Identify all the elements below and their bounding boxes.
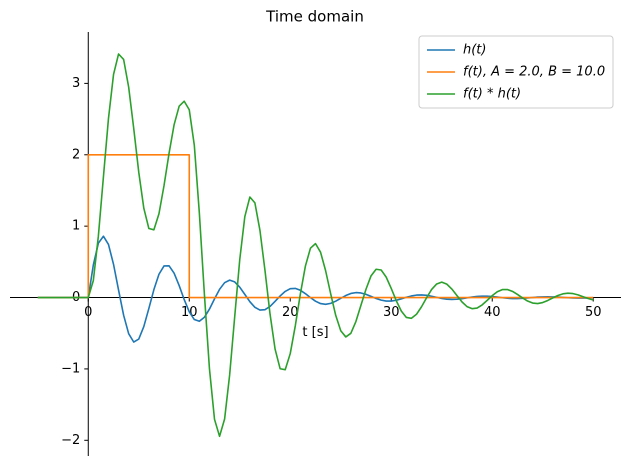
chart-title: Time domain — [265, 8, 364, 26]
x-tick-label: 0 — [84, 305, 92, 320]
y-tick-label: −2 — [61, 433, 80, 448]
legend-label: h(t) — [463, 43, 486, 58]
x-tick-label: 50 — [585, 305, 602, 320]
y-tick-label: −1 — [61, 361, 80, 376]
x-tick-label: 30 — [383, 305, 400, 320]
x-axis-label: t [s] — [302, 325, 328, 340]
y-tick-label: 3 — [72, 76, 80, 91]
y-tick-label: 1 — [72, 219, 80, 234]
x-tick-label: 20 — [282, 305, 299, 320]
series-line — [37, 53, 594, 438]
y-tick-label: 2 — [72, 147, 80, 162]
series-line — [37, 153, 594, 299]
x-tick-label: 40 — [484, 305, 501, 320]
legend-label: f(t), A = 2.0, B = 10.0 — [463, 65, 605, 80]
legend-label: f(t) * h(t) — [463, 87, 521, 102]
legend-box — [418, 35, 614, 109]
